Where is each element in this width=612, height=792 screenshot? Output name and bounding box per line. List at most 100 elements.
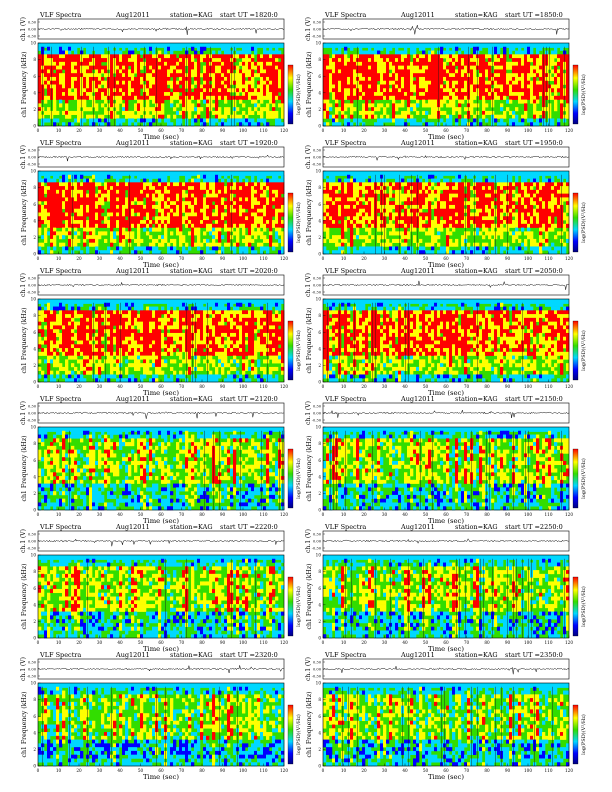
spectrogram-cell (365, 85, 368, 89)
spectrogram-cell (446, 81, 449, 85)
spectrogram-cell (473, 73, 476, 77)
spectrogram-cell (365, 69, 368, 73)
spectrogram-cell (392, 73, 395, 77)
spectrogram-cell (395, 85, 398, 89)
spectrogram-cell (458, 54, 461, 58)
spectrogram-cell (158, 51, 161, 55)
spectrogram-cell (386, 92, 389, 96)
spectrogram-cell (494, 88, 497, 92)
spectrogram-cell (512, 47, 515, 51)
waveform-plot: 0.300.00-0.30ch.1 (V) (305, 17, 569, 41)
spectrogram-cell (461, 62, 464, 66)
spectrogram-cell (452, 92, 455, 96)
spectrogram-plot: 0246810ch1 Frequency (kHz)0 10 20 30 40 50 60 7… (306, 41, 573, 141)
spectrogram-cell (536, 92, 539, 96)
spectrogram-cell (362, 69, 365, 73)
spectrogram-cell (176, 47, 179, 51)
spectrogram-cell (68, 54, 71, 58)
spectrogram-cell (242, 111, 245, 115)
spectrogram-cell (326, 111, 329, 115)
spectrogram-cell (455, 122, 458, 126)
spectrogram-cell (494, 58, 497, 62)
spectrogram-cell (227, 85, 230, 89)
spectrogram-cell (254, 51, 257, 55)
spectrogram-cell (362, 107, 365, 111)
spectrogram-cell (422, 118, 425, 122)
spectrogram-cell (332, 115, 335, 119)
spectrogram-cell (530, 100, 533, 104)
spectrogram-cell (182, 92, 185, 96)
spectrogram-cell (512, 85, 515, 89)
spectrogram-cell (380, 118, 383, 122)
spectrogram-cell (386, 115, 389, 119)
spectrogram-cell (518, 69, 521, 73)
spectrogram-cell (263, 85, 266, 89)
spectrogram-cell (449, 66, 452, 70)
spectrogram-cell (521, 96, 524, 100)
spectrogram-cell (74, 69, 77, 73)
spectrogram-cell (170, 58, 173, 62)
spectrogram-cell (251, 47, 254, 51)
spectrogram-cell (164, 77, 167, 81)
panel-station: station=KAG (455, 11, 498, 19)
spectrogram-cell (419, 62, 422, 66)
spectrogram-cell (104, 88, 107, 92)
spectrogram-cell (167, 118, 170, 122)
spectrogram-cell (389, 58, 392, 62)
spectrogram-cell (248, 58, 251, 62)
spectrogram-cell (488, 47, 491, 51)
spectrogram-cell (479, 77, 482, 81)
spectrogram-cell (380, 66, 383, 70)
spectrogram-cell (473, 118, 476, 122)
spectrogram-cell (446, 58, 449, 62)
panel-title-left: VLF Spectra (39, 11, 81, 19)
spectrogram-cell (236, 54, 239, 58)
spectrogram-cell (98, 58, 101, 62)
spectrogram-cell (497, 92, 500, 96)
spectrogram-cell (257, 81, 260, 85)
spectrogram-cell (416, 58, 419, 62)
spectrogram-cell (239, 96, 242, 100)
spectrogram-cell (404, 62, 407, 66)
spectrogram-cell (503, 47, 506, 51)
spectrogram-cell (122, 81, 125, 85)
spectrogram-cell (263, 96, 266, 100)
spectrogram-cell (188, 107, 191, 111)
spectrogram-cell (278, 73, 281, 77)
spectrogram-cell (62, 47, 65, 51)
spectrogram-cell (503, 58, 506, 62)
spectrogram-cell (170, 69, 173, 73)
spectrogram-cell (122, 58, 125, 62)
spectrogram-cell (416, 81, 419, 85)
spectrogram-cell (509, 51, 512, 55)
spectrogram-cell (404, 69, 407, 73)
spectrogram-cell (374, 107, 377, 111)
spectrogram-cell (227, 92, 230, 96)
spectrogram-cell (176, 122, 179, 126)
spectrogram-cell (269, 92, 272, 96)
spectrogram-cell (323, 85, 326, 89)
spectrogram-cell (278, 66, 281, 70)
spectrogram-cell (263, 58, 266, 62)
spectrogram-cell (416, 96, 419, 100)
waveform-tick-label: -0.30 (27, 35, 37, 39)
spectrogram-cell (401, 96, 404, 100)
spectrogram-cell (455, 85, 458, 89)
spectrogram-cell (377, 73, 380, 77)
spectrogram-cell (131, 96, 134, 100)
spectrogram-cell (347, 96, 350, 100)
spectrogram-cell (272, 62, 275, 66)
spectrogram-cell (338, 69, 341, 73)
spectrogram-cell (449, 54, 452, 58)
spectrogram-cell (530, 122, 533, 126)
spectrogram-cell (101, 77, 104, 81)
spectrogram-cell (386, 62, 389, 66)
spectrogram-cell (416, 77, 419, 81)
spectrogram-cell (116, 69, 119, 73)
spectrogram-cell (455, 92, 458, 96)
spectrogram-cell (350, 47, 353, 51)
spectrogram-cell (167, 88, 170, 92)
spectrogram-cell (494, 47, 497, 51)
spectrogram-cell (197, 103, 200, 107)
spectrogram-cell (131, 92, 134, 96)
